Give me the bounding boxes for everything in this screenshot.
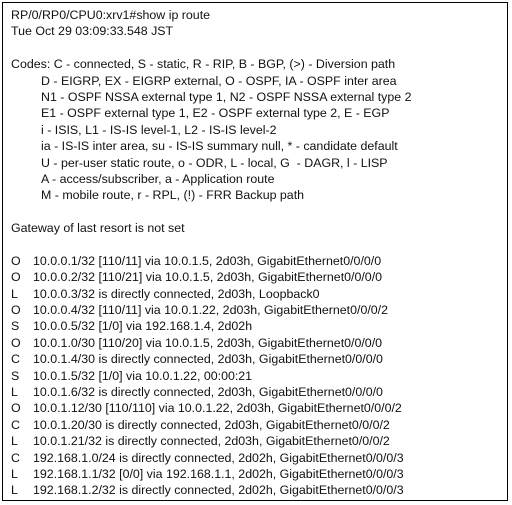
route-code: C xyxy=(11,450,20,465)
route-code: S xyxy=(11,319,20,334)
codes-line: N1 - OSPF NSSA external type 1, N2 - OSP… xyxy=(41,89,412,104)
route-text: 10.0.1.12/30 [110/110] via 10.0.1.22, 2d… xyxy=(33,401,402,416)
route-line: L 192.168.1.2/32 is directly connected, 2… xyxy=(11,482,507,498)
blank-line xyxy=(11,40,507,56)
header-line: RP/0/RP0/CPU0:xrv1#show ip route xyxy=(11,8,211,22)
codes-line: Codes: C - connected, S - static, R - RI… xyxy=(11,57,396,72)
route-line: S 10.0.1.5/32 [1/0] via 10.0.1.22, 00:00:… xyxy=(11,368,507,384)
route-text: 10.0.0.3/32 is directly connected, 2d03h… xyxy=(33,286,320,301)
route-code: O xyxy=(11,401,21,416)
route-line: O 10.0.0.1/32 [110/11] via 10.0.1.5, 2d03… xyxy=(11,253,507,269)
route-text: 192.168.1.1/32 [0/0] via 192.168.1.1, 2d… xyxy=(33,466,404,481)
route-text: 10.0.1.21/32 is directly connected, 2d03… xyxy=(33,434,390,449)
route-text: 192.168.1.2/32 is directly connected, 2d… xyxy=(33,483,404,498)
route-text: 10.0.0.2/32 [110/21] via 10.0.1.5, 2d03h… xyxy=(33,270,383,285)
route-text: 10.0.1.6/32 is directly connected, 2d03h… xyxy=(33,384,383,399)
codes-line: i - ISIS, L1 - IS-IS level-1, L2 - IS-IS… xyxy=(41,122,277,137)
route-text: 10.0.0.4/32 [110/11] via 10.0.1.22, 2d03… xyxy=(33,303,389,318)
route-text: 10.0.1.0/30 [110/20] via 10.0.1.5, 2d03h… xyxy=(33,335,383,350)
route-text: 10.0.1.20/30 is directly connected, 2d03… xyxy=(33,417,390,432)
codes-line: U - per-user static route, o - ODR, L - … xyxy=(41,155,388,170)
codes-line: ia - IS-IS inter area, su - IS-IS summar… xyxy=(41,139,398,154)
codes-line: A - access/subscriber, a - Application r… xyxy=(41,171,275,186)
route-line: C 10.0.1.4/30 is directly connected, 2d03… xyxy=(11,351,507,367)
route-text: 10.0.0.5/32 [1/0] via 192.168.1.4, 2d02h xyxy=(33,319,253,334)
route-line: O 10.0.0.4/32 [110/11] via 10.0.1.22, 2d0… xyxy=(11,302,507,318)
route-code: C xyxy=(11,417,20,432)
route-line: L 10.0.1.21/32 is directly connected, 2d0… xyxy=(11,433,507,449)
route-text: 10.0.0.1/32 [110/11] via 10.0.1.5, 2d03h… xyxy=(33,253,382,268)
route-text: 10.0.1.4/30 is directly connected, 2d03h… xyxy=(33,352,383,367)
route-line: S 10.0.0.5/32 [1/0] via 192.168.1.4, 2d02… xyxy=(11,318,507,334)
gateway-line: Gateway of last resort is not set xyxy=(11,221,185,236)
route-text: 10.0.1.5/32 [1/0] via 10.0.1.22, 00:00:2… xyxy=(33,368,253,383)
route-line: O 10.0.1.0/30 [110/20] via 10.0.1.5, 2d03… xyxy=(11,335,507,351)
route-code: O xyxy=(11,270,21,285)
route-line: O 10.0.1.12/30 [110/110] via 10.0.1.22, 2… xyxy=(11,400,507,416)
terminal-output: RP/0/RP0/CPU0:xrv1#show ip route Tue Oct … xyxy=(2,2,508,501)
route-line: L 10.0.1.6/32 is directly connected, 2d03… xyxy=(11,384,507,400)
codes-line: M - mobile route, r - RPL, (!) - FRR Bac… xyxy=(41,188,305,203)
route-code: O xyxy=(11,335,21,350)
route-code: L xyxy=(11,384,18,399)
route-text: 192.168.1.0/24 is directly connected, 2d… xyxy=(33,450,404,465)
route-code: L xyxy=(11,434,18,449)
route-code: O xyxy=(11,303,21,318)
route-line: L 10.0.0.3/32 is directly connected, 2d03… xyxy=(11,286,507,302)
route-code: L xyxy=(11,466,18,481)
blank-line xyxy=(11,204,507,220)
route-code: S xyxy=(11,368,20,383)
codes-line: E1 - OSPF external type 1, E2 - OSPF ext… xyxy=(41,106,390,121)
blank-line xyxy=(11,236,507,252)
route-code: O xyxy=(11,253,21,268)
route-code: L xyxy=(11,286,18,301)
route-line: O 10.0.0.2/32 [110/21] via 10.0.1.5, 2d03… xyxy=(11,269,507,285)
route-code: L xyxy=(11,483,18,498)
route-line: C 10.0.1.20/30 is directly connected, 2d0… xyxy=(11,417,507,433)
route-line: L 192.168.1.1/32 [0/0] via 192.168.1.1, 2… xyxy=(11,466,507,482)
route-code: C xyxy=(11,352,20,367)
route-line: C 192.168.1.0/24 is directly connected, 2… xyxy=(11,450,507,466)
header-line: Tue Oct 29 03:09:33.548 JST xyxy=(11,24,174,39)
codes-line: D - EIGRP, EX - EIGRP external, O - OSPF… xyxy=(41,73,397,88)
